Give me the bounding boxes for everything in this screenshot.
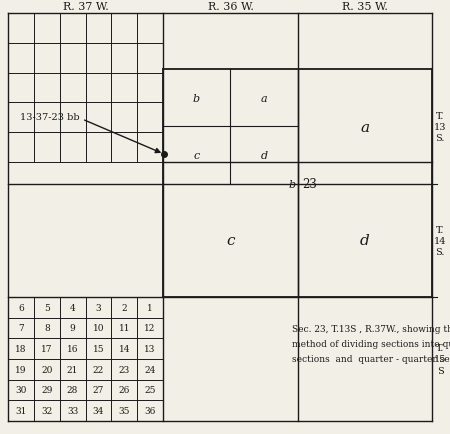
Text: b: b: [289, 180, 296, 190]
Text: 17: 17: [41, 344, 53, 353]
Text: R. 37 W.: R. 37 W.: [63, 2, 108, 12]
Text: Sec. 23, T.13S , R.37W., showing the: Sec. 23, T.13S , R.37W., showing the: [292, 325, 450, 334]
Text: a: a: [261, 93, 267, 103]
Text: b: b: [193, 93, 200, 103]
Text: T.
14
S.: T. 14 S.: [434, 225, 446, 256]
Text: 3: 3: [95, 303, 101, 312]
Text: a: a: [360, 120, 369, 134]
Text: 23: 23: [119, 365, 130, 374]
Text: T.
15
S: T. 15 S: [434, 344, 446, 375]
Text: T.
13
S.: T. 13 S.: [434, 112, 446, 143]
Text: 20: 20: [41, 365, 53, 374]
Text: 15: 15: [93, 344, 104, 353]
Text: 22: 22: [93, 365, 104, 374]
Text: 14: 14: [118, 344, 130, 353]
Text: R. 36 W.: R. 36 W.: [207, 2, 253, 12]
Text: 23: 23: [302, 178, 317, 191]
Text: 11: 11: [118, 324, 130, 333]
Text: 5: 5: [44, 303, 50, 312]
Text: 35: 35: [118, 406, 130, 415]
Text: 10: 10: [93, 324, 104, 333]
Text: d: d: [360, 234, 370, 248]
Text: 28: 28: [67, 386, 78, 395]
Text: 33: 33: [67, 406, 78, 415]
Text: 2: 2: [122, 303, 127, 312]
Text: 9: 9: [70, 324, 76, 333]
Text: c: c: [194, 151, 200, 161]
Text: 24: 24: [144, 365, 156, 374]
Text: R. 35 W.: R. 35 W.: [342, 2, 388, 12]
Text: 29: 29: [41, 386, 53, 395]
Text: 13: 13: [144, 344, 156, 353]
Text: 30: 30: [15, 386, 27, 395]
Text: 25: 25: [144, 386, 156, 395]
Text: 18: 18: [15, 344, 27, 353]
Text: d: d: [261, 151, 268, 161]
Text: 1: 1: [147, 303, 153, 312]
Text: 31: 31: [15, 406, 27, 415]
Text: 36: 36: [144, 406, 156, 415]
Text: 21: 21: [67, 365, 78, 374]
Text: 8: 8: [44, 324, 50, 333]
Text: 32: 32: [41, 406, 52, 415]
Text: 34: 34: [93, 406, 104, 415]
Text: 16: 16: [67, 344, 78, 353]
Text: 7: 7: [18, 324, 24, 333]
Text: method of dividing sections into quarter: method of dividing sections into quarter: [292, 340, 450, 349]
Text: sections  and  quarter - quarter sections: sections and quarter - quarter sections: [292, 355, 450, 364]
Text: 27: 27: [93, 386, 104, 395]
Text: 12: 12: [144, 324, 156, 333]
Text: 19: 19: [15, 365, 27, 374]
Text: 13-37-23 bb: 13-37-23 bb: [20, 113, 80, 122]
Text: 26: 26: [118, 386, 130, 395]
Text: 4: 4: [70, 303, 76, 312]
Text: 6: 6: [18, 303, 24, 312]
Text: c: c: [226, 234, 235, 248]
